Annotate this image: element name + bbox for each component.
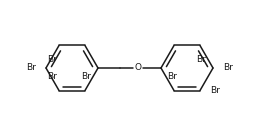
Text: O: O [134,64,141,72]
Text: Br: Br [47,55,57,65]
Text: Br: Br [210,86,220,95]
Text: Br: Br [47,72,57,81]
Text: Br: Br [223,64,233,72]
Text: Br: Br [81,72,91,81]
Text: Br: Br [167,72,177,81]
Text: Br: Br [196,55,206,65]
Text: Br: Br [26,64,36,72]
